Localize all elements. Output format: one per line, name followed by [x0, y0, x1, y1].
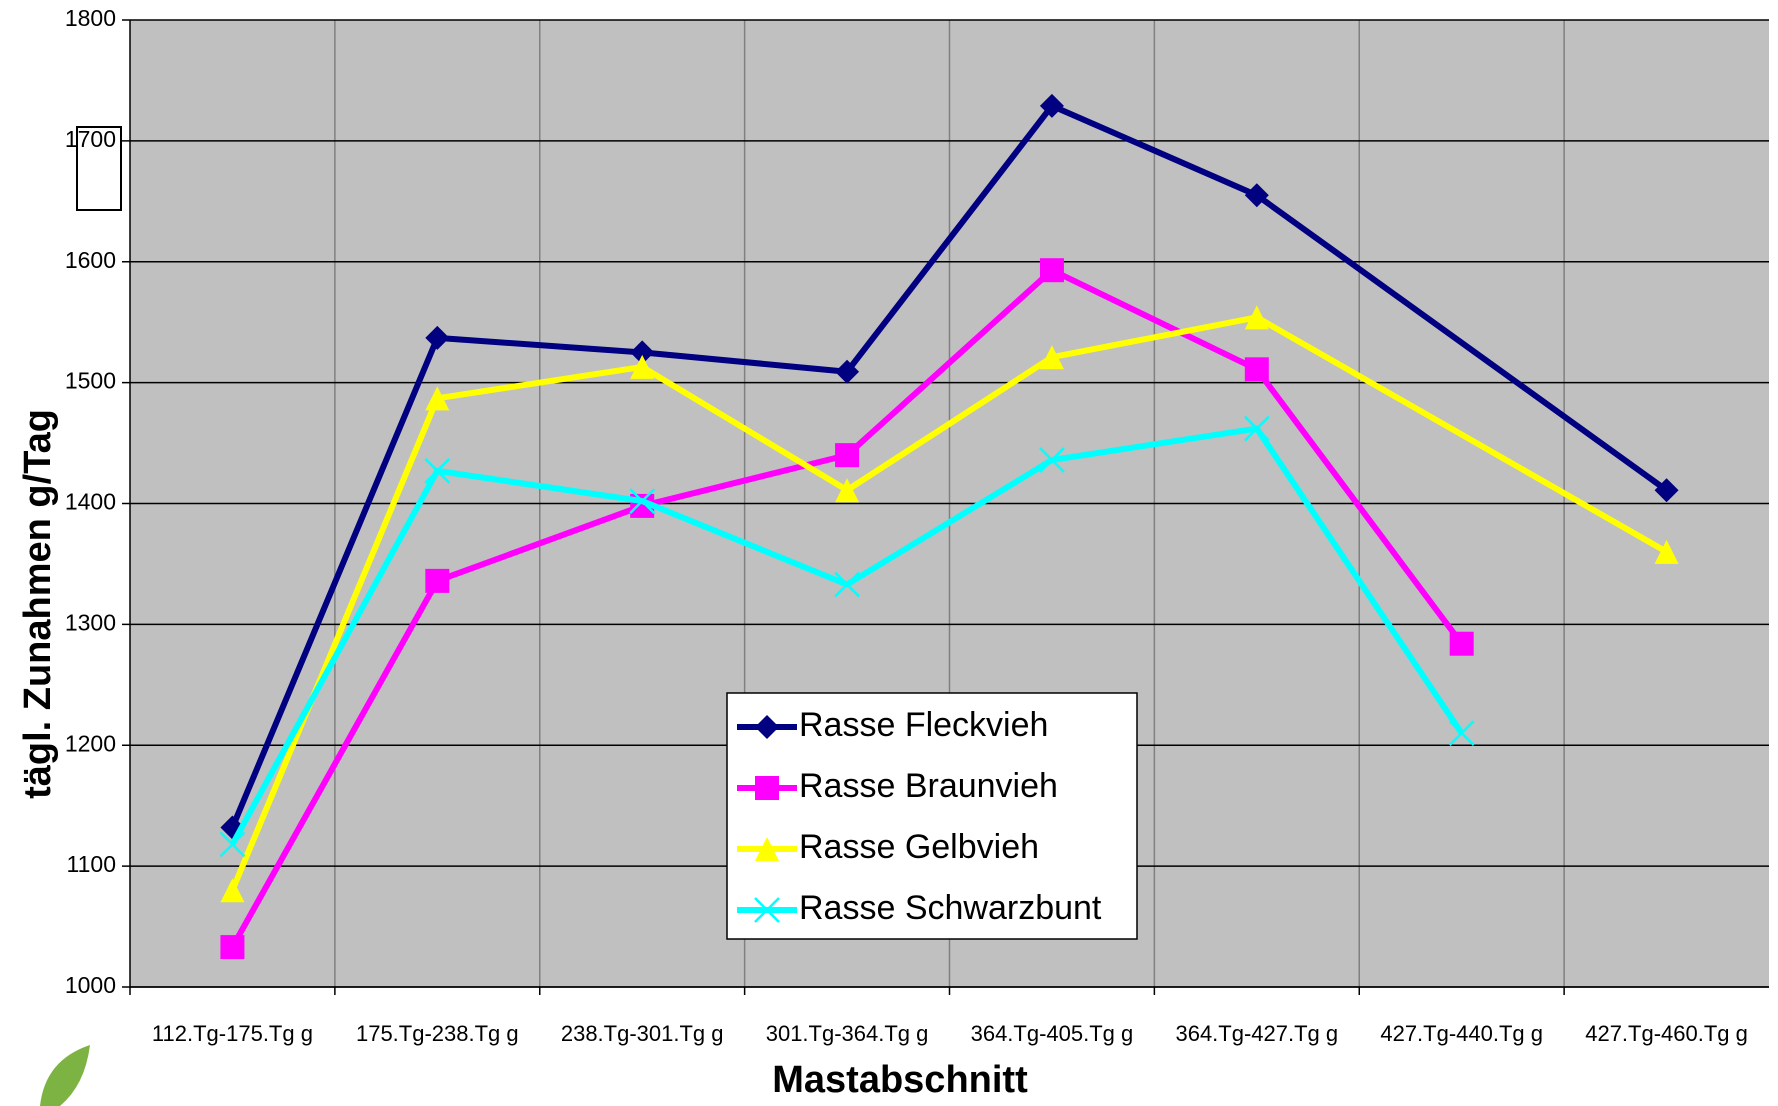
x-tick-label: 364.Tg-405.Tg g [971, 1021, 1134, 1046]
x-tick-label: 238.Tg-301.Tg g [561, 1021, 724, 1046]
y-tick-label: 1100 [67, 851, 116, 877]
x-tick-label: 175.Tg-238.Tg g [356, 1021, 519, 1046]
x-tick-label: 112.Tg-175.Tg g [152, 1021, 313, 1046]
legend-marker [755, 837, 779, 861]
y-tick-label: 1800 [65, 5, 116, 31]
data-point [629, 488, 656, 514]
legend-marker [755, 715, 779, 739]
data-point [834, 571, 860, 598]
legend-marker [755, 776, 779, 800]
legend: Rasse Fleckvieh Rasse Braunvieh Rasse Gelb… [726, 692, 1138, 940]
legend-box [726, 692, 1138, 940]
data-point [1244, 305, 1269, 330]
data-point [835, 359, 860, 384]
y-tick-label: 1700 [65, 126, 116, 152]
data-point [1244, 357, 1269, 382]
data-point [1243, 415, 1270, 442]
data-point [630, 340, 655, 365]
data-point [835, 478, 860, 503]
x-tick-label: 364.Tg-427.Tg g [1175, 1021, 1338, 1046]
y-tick-label: 1500 [65, 368, 116, 394]
data-point [424, 457, 451, 484]
x-tick-label: 427.Tg-440.Tg g [1380, 1021, 1543, 1046]
legend-label: Rasse Fleckvieh [799, 706, 1048, 744]
y-tick-label: 1400 [65, 489, 116, 515]
y-tick-label: 1600 [65, 247, 116, 273]
data-point [1039, 258, 1064, 283]
x-axis-title: Mastabschnitt [772, 1059, 1028, 1101]
y-axis-title: tägl. Zunahmen g/Tag [17, 409, 59, 799]
data-point [220, 878, 245, 903]
data-point [1654, 539, 1679, 564]
legend-label: Rasse Braunvieh [799, 767, 1058, 805]
legend-label: Rasse Schwarzbunt [799, 889, 1102, 927]
data-point [1449, 631, 1474, 656]
data-point [1039, 447, 1065, 473]
data-point [630, 354, 655, 379]
data-point [1039, 93, 1064, 118]
legend-marker [754, 897, 780, 923]
data-point [425, 386, 450, 411]
y-tick-label: 1300 [65, 609, 116, 635]
data-point [1654, 478, 1679, 503]
data-point [425, 325, 450, 350]
logo [40, 1045, 90, 1106]
data-point [1244, 183, 1269, 208]
data-point [835, 443, 860, 468]
legend-label: Rasse Gelbvieh [799, 828, 1039, 866]
x-tick-label: 301.Tg-364.Tg g [766, 1021, 929, 1046]
artifact-box [76, 126, 122, 211]
y-tick-label: 1000 [65, 972, 116, 998]
data-point [1039, 345, 1064, 370]
data-point [220, 935, 245, 960]
x-tick-label: 427.Tg-460.Tg g [1585, 1021, 1748, 1046]
data-point [1448, 720, 1475, 747]
data-point [219, 831, 246, 858]
y-tick-label: 1200 [65, 730, 116, 756]
data-point [425, 568, 450, 593]
